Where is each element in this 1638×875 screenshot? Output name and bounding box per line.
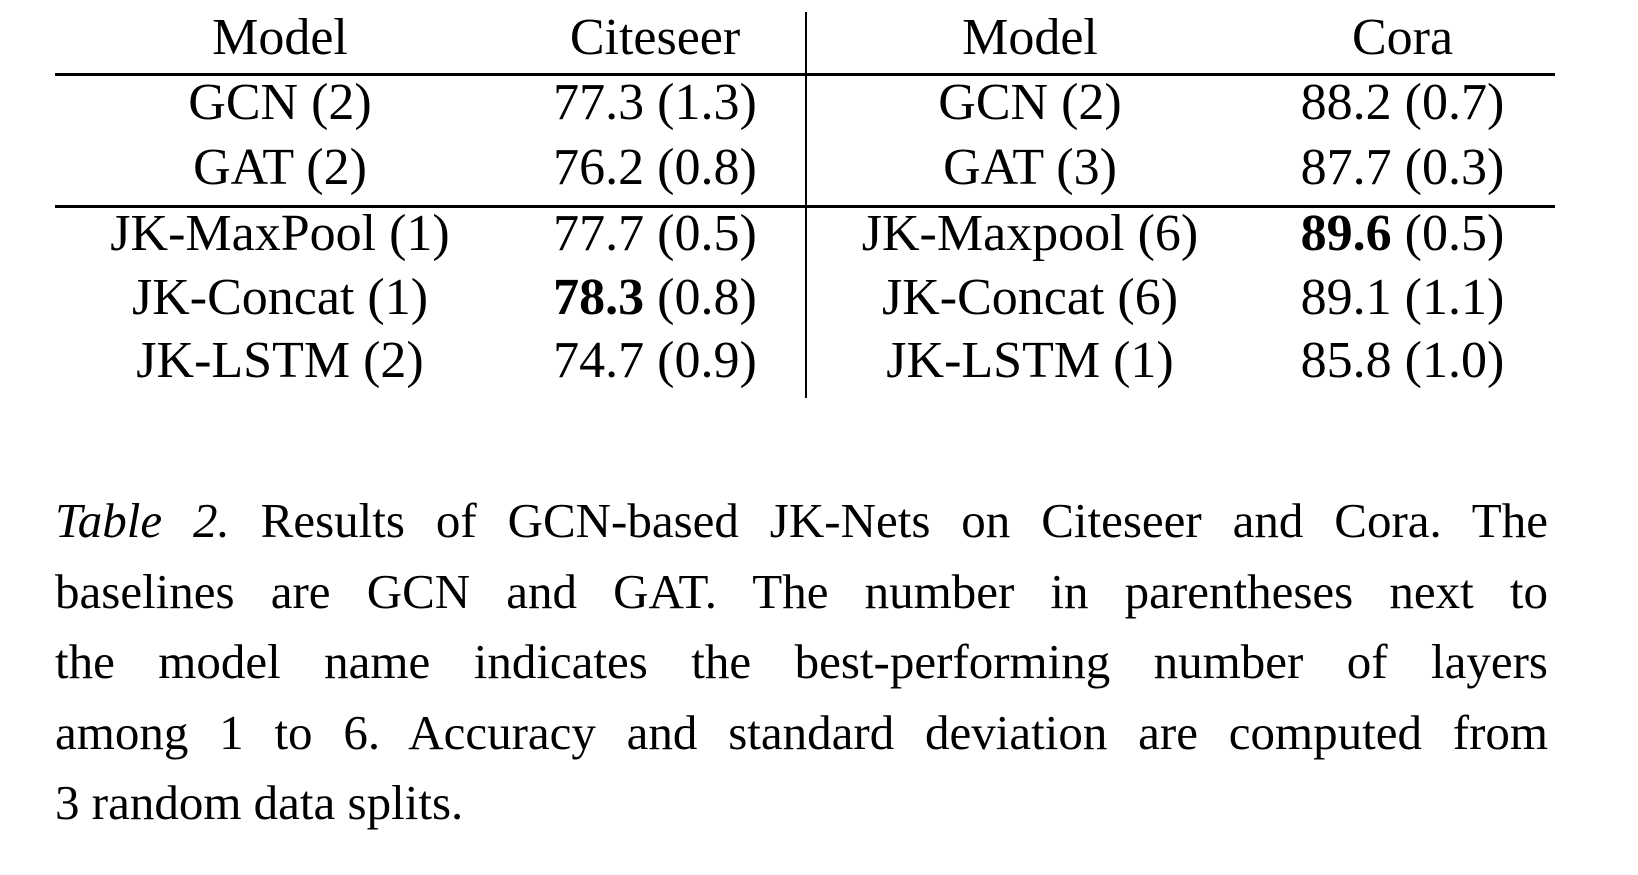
row-model-right: JK-Concat (6): [881, 269, 1179, 326]
row-score-citeseer: 76.2 (0.8): [553, 139, 757, 196]
row-model-left: JK-LSTM (2): [136, 332, 424, 389]
table-caption: Table 2. Results of GCN-based JK-Nets on…: [55, 486, 1548, 839]
caption-line: 3 random data splits.: [55, 775, 464, 830]
caption-line: baselines are GCN and GAT. The number in…: [55, 563, 1548, 619]
row-score-citeseer: 74.7 (0.9): [553, 332, 757, 389]
caption-label: Table 2.: [55, 493, 230, 548]
header-model-left: Model: [212, 9, 348, 66]
row-model-right: GCN (2): [938, 74, 1122, 131]
row-score-cora: 88.2 (0.7): [1300, 74, 1505, 131]
header-model-right: Model: [962, 9, 1098, 66]
best-score: 89.6: [1300, 205, 1392, 262]
results-table: Model Citeseer Model Cora GCN (2) 77.3 (…: [55, 0, 1555, 400]
caption-line: among 1 to 6. Accuracy and standard devi…: [55, 704, 1548, 760]
header-citeseer: Citeseer: [569, 9, 741, 66]
row-score-citeseer: 77.3 (1.3): [553, 74, 757, 131]
row-model-right: JK-LSTM (1): [886, 332, 1174, 389]
row-score-citeseer: 78.3 (0.8): [553, 269, 757, 326]
caption-line: the model name indicates the best-perfor…: [55, 634, 1548, 689]
row-score-cora: 89.1 (1.1): [1300, 269, 1505, 326]
row-score-cora: 89.6 (0.5): [1300, 205, 1505, 262]
baseline-rule: [55, 205, 1555, 208]
row-score-citeseer: 77.7 (0.5): [553, 205, 757, 262]
row-score-cora: 85.8 (1.0): [1300, 332, 1505, 389]
row-model-right: JK-Maxpool (6): [861, 205, 1199, 262]
row-model-left: GCN (2): [188, 74, 372, 131]
header-rule: [55, 73, 1555, 76]
row-score-cora: 87.7 (0.3): [1300, 139, 1505, 196]
row-model-left: JK-Concat (1): [131, 269, 429, 326]
row-model-left: JK-MaxPool (1): [110, 205, 450, 262]
best-score: 78.3: [553, 269, 645, 326]
row-model-right: GAT (3): [943, 139, 1117, 196]
row-model-left: GAT (2): [193, 139, 367, 196]
caption-line: Table 2. Results of GCN-based JK-Nets on…: [55, 493, 1548, 548]
header-cora: Cora: [1351, 9, 1454, 66]
